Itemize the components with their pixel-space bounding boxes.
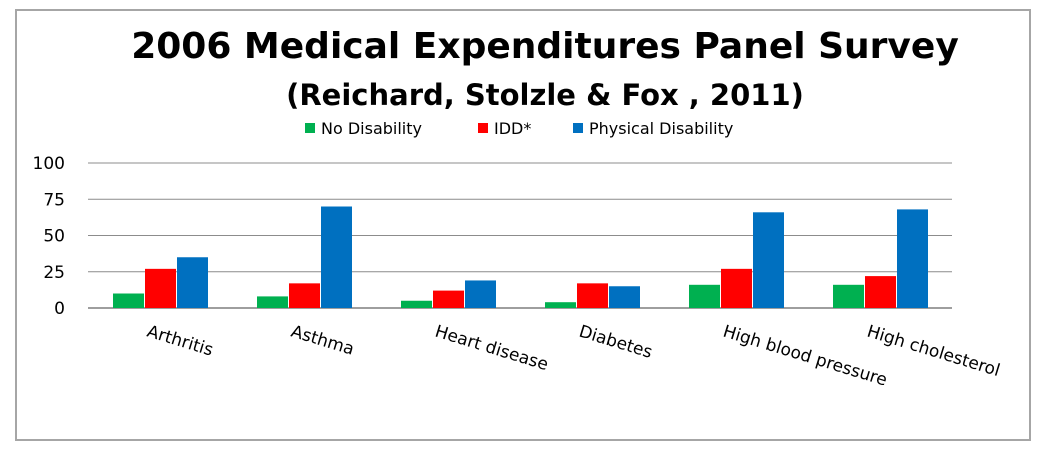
bar-idd- xyxy=(289,283,320,308)
category-label: High blood pressure xyxy=(721,322,890,391)
category-labels: Arthritis Asthma Heart disease Diabetes High… xyxy=(145,322,1003,391)
bar-physical-disability xyxy=(897,209,928,308)
chart-frame xyxy=(15,9,1031,441)
bar-idd- xyxy=(145,268,176,308)
bar-no-disability xyxy=(833,284,864,308)
chart-title: 2006 Medical Expenditures Panel Survey xyxy=(131,26,959,67)
y-tick-label: 25 xyxy=(43,263,65,283)
y-tick-label: 50 xyxy=(43,227,65,247)
y-tick-label: 100 xyxy=(33,154,65,174)
legend-label: IDD* xyxy=(494,119,531,138)
bar-no-disability xyxy=(257,296,288,308)
bar-physical-disability xyxy=(753,212,784,308)
bar-idd- xyxy=(577,283,608,308)
bar-idd- xyxy=(721,268,752,308)
bars xyxy=(113,206,928,308)
grid xyxy=(88,162,952,309)
legend-label: Physical Disability xyxy=(589,119,733,138)
bar-physical-disability xyxy=(321,206,352,308)
bar-no-disability xyxy=(545,302,576,308)
category-label: Heart disease xyxy=(433,322,551,375)
y-tick-label: 0 xyxy=(54,299,65,319)
chart-subtitle: (Reichard, Stolzle & Fox , 2011) xyxy=(286,78,804,112)
bar-no-disability xyxy=(401,300,432,308)
legend-swatch xyxy=(305,123,315,133)
bar-idd- xyxy=(433,290,464,308)
category-label: Diabetes xyxy=(577,322,655,363)
category-label: Arthritis xyxy=(145,322,216,361)
bar-no-disability xyxy=(113,293,144,308)
bar-physical-disability xyxy=(609,286,640,308)
legend-swatch xyxy=(478,123,488,133)
bar-idd- xyxy=(865,276,896,308)
bar-physical-disability xyxy=(177,257,208,308)
bar-physical-disability xyxy=(465,280,496,308)
y-tick-label: 75 xyxy=(43,190,65,210)
bar-no-disability xyxy=(689,284,720,308)
category-label: Asthma xyxy=(289,322,357,360)
legend-label: No Disability xyxy=(321,119,422,138)
legend: No Disability IDD* Physical Disability xyxy=(305,119,733,138)
y-axis-ticks: 0 25 50 75 100 xyxy=(33,154,65,319)
legend-swatch xyxy=(573,123,583,133)
